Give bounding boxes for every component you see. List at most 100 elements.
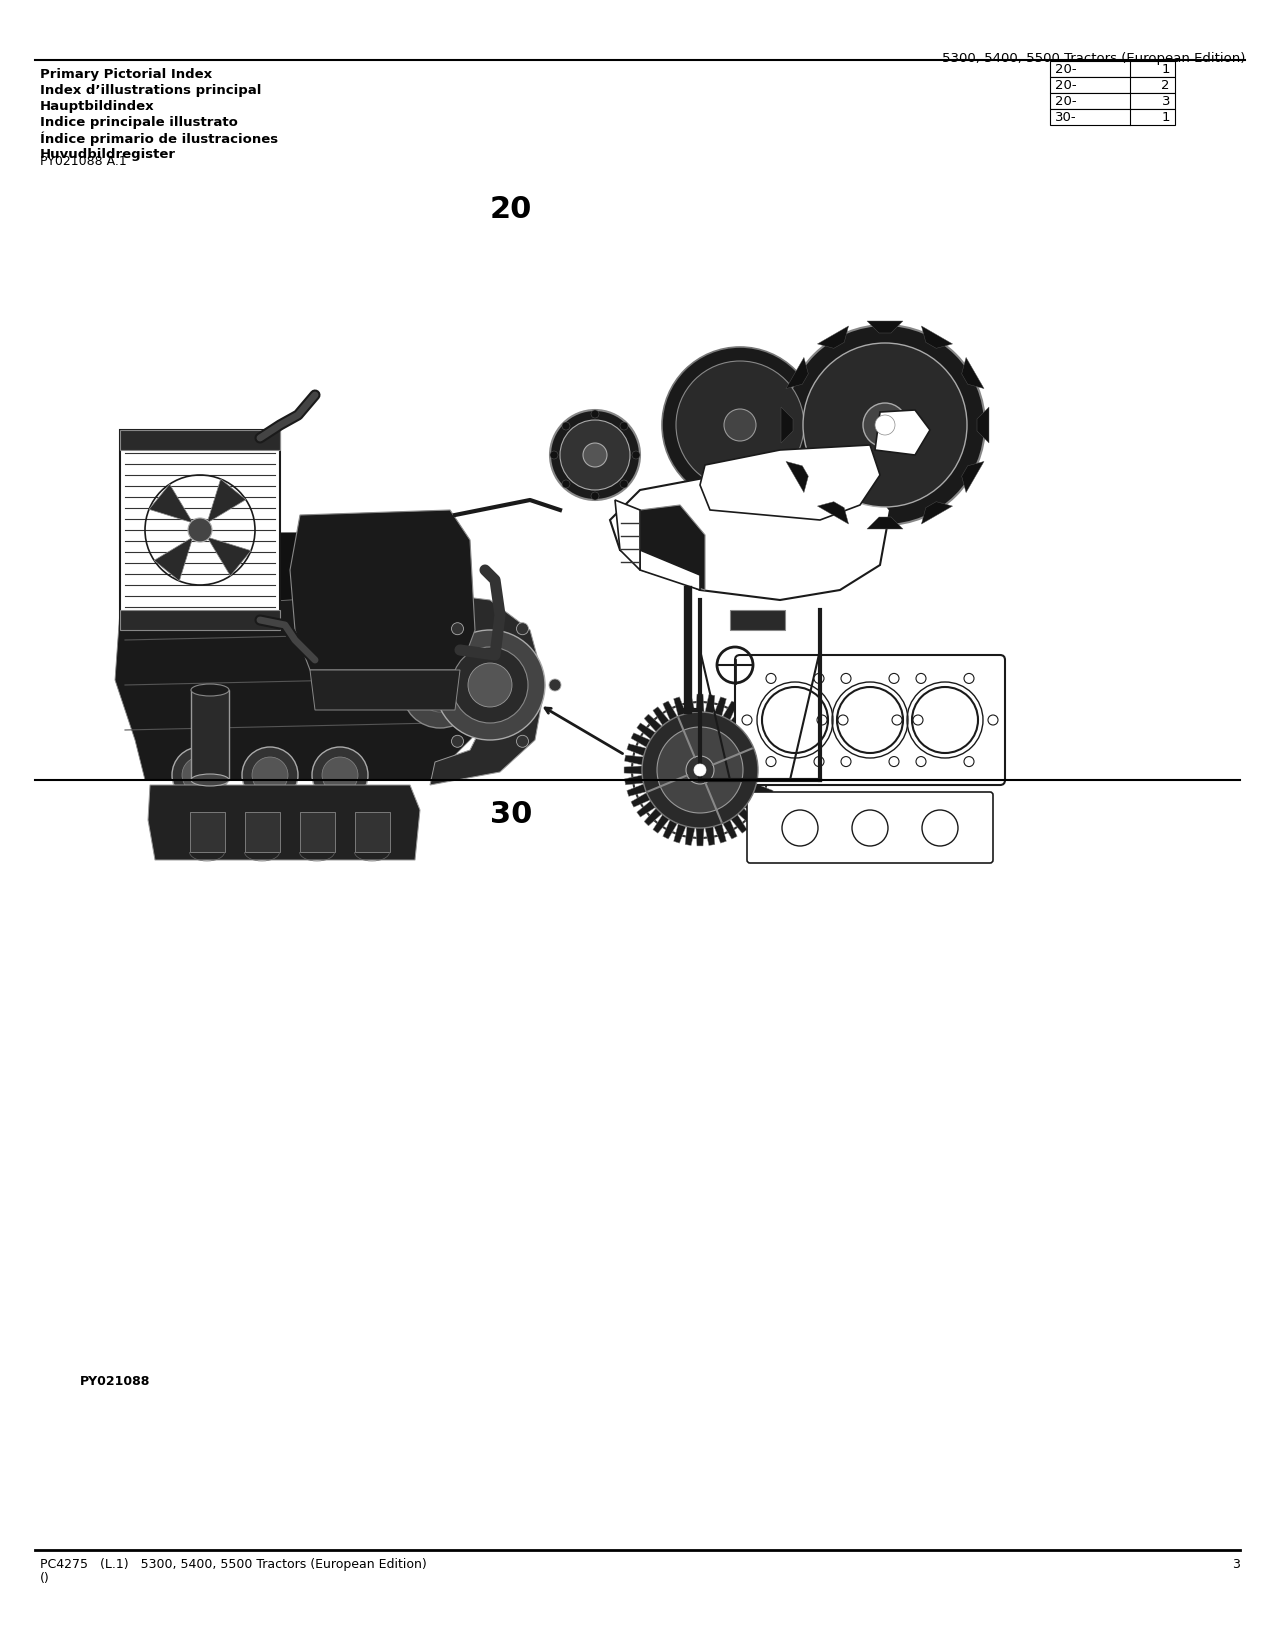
Circle shape [686,756,714,784]
Text: 30-: 30- [1054,111,1076,124]
Polygon shape [636,723,655,739]
Polygon shape [745,800,764,817]
Circle shape [451,736,464,747]
Polygon shape [785,462,808,493]
Circle shape [252,757,288,794]
Circle shape [964,673,974,683]
Circle shape [632,450,640,459]
Bar [191,690,230,780]
Polygon shape [120,530,460,610]
Circle shape [766,673,776,683]
Polygon shape [636,800,655,817]
Polygon shape [961,462,984,493]
Circle shape [724,409,756,441]
Circle shape [402,652,478,728]
Polygon shape [696,695,704,713]
Polygon shape [673,823,686,843]
Text: 3: 3 [1232,1558,1241,1571]
Circle shape [742,714,752,724]
Circle shape [813,757,824,767]
Polygon shape [714,823,727,843]
Polygon shape [207,478,246,523]
Polygon shape [756,756,775,766]
Text: 3: 3 [1162,96,1170,107]
Circle shape [913,714,923,724]
Polygon shape [685,827,695,845]
Polygon shape [663,701,677,721]
Polygon shape [723,701,737,721]
Polygon shape [644,714,662,733]
Circle shape [813,673,824,683]
Text: (): () [40,1572,50,1586]
Polygon shape [754,784,773,797]
Text: Indice principale illustrato: Indice principale illustrato [40,116,238,129]
Circle shape [836,686,903,752]
Circle shape [516,736,529,747]
Text: 1: 1 [1162,111,1170,124]
Polygon shape [723,820,737,840]
Circle shape [562,480,570,488]
Text: PC4275   (L.1)   5300, 5400, 5500 Tractors (European Edition): PC4275 (L.1) 5300, 5400, 5500 Tractors (… [40,1558,427,1571]
Circle shape [817,714,827,724]
Circle shape [657,728,743,813]
Bar [1051,78,1176,92]
Circle shape [620,480,629,488]
Text: 20-: 20- [1054,79,1076,92]
Circle shape [516,622,529,635]
Text: 20: 20 [490,195,533,224]
Bar [245,812,280,851]
Circle shape [468,663,513,706]
Polygon shape [640,505,705,591]
Polygon shape [922,502,952,525]
Text: Huvudbildregister: Huvudbildregister [40,148,176,162]
Circle shape [583,442,607,467]
Circle shape [419,680,431,691]
Polygon shape [700,446,880,520]
Text: Primary Pictorial Index: Primary Pictorial Index [40,68,212,81]
Polygon shape [754,744,773,756]
Polygon shape [817,327,849,348]
Polygon shape [738,714,756,733]
Polygon shape [148,785,419,860]
Circle shape [418,668,462,713]
Text: Index d’illustrations principal: Index d’illustrations principal [40,84,261,97]
Circle shape [842,757,850,767]
FancyBboxPatch shape [734,655,1005,785]
Polygon shape [685,695,695,713]
Circle shape [451,622,464,635]
Bar [300,812,335,851]
Circle shape [662,346,819,503]
Text: 20-: 20- [1054,96,1076,107]
Circle shape [922,810,958,846]
Circle shape [550,450,558,459]
Circle shape [842,673,850,683]
Bar [1051,61,1176,78]
Bar [1051,92,1176,109]
Text: 1: 1 [1162,63,1170,76]
Text: Índice primario de ilustraciones: Índice primario de ilustraciones [40,132,278,147]
Polygon shape [750,733,769,747]
Polygon shape [867,516,903,530]
Polygon shape [745,723,764,739]
Polygon shape [705,695,715,713]
Polygon shape [922,327,952,348]
Circle shape [312,747,368,804]
Circle shape [782,810,819,846]
Circle shape [592,409,599,417]
Circle shape [550,680,561,691]
Polygon shape [625,756,644,766]
Polygon shape [154,536,193,581]
Polygon shape [663,820,677,840]
Bar [354,812,390,851]
Polygon shape [785,358,808,389]
Bar [120,431,280,450]
Circle shape [892,714,901,724]
Polygon shape [640,549,700,591]
Text: 2: 2 [1162,79,1170,92]
Circle shape [560,421,630,490]
Polygon shape [653,706,669,726]
Circle shape [550,409,640,500]
Circle shape [172,747,228,804]
Polygon shape [207,536,251,576]
Polygon shape [731,815,747,833]
